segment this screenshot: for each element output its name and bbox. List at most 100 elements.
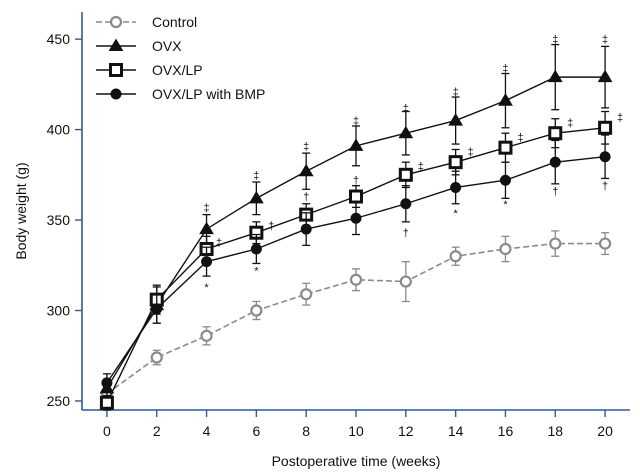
series-0 [100,230,612,402]
legend-marker [108,38,124,52]
significance-mark: † [268,220,274,232]
data-point [599,151,611,163]
significance-mark: ‡ [567,117,573,129]
series-line [106,127,606,404]
data-point [597,69,613,83]
data-point [348,138,364,151]
data-point [448,113,464,126]
significance-mark: * [503,199,508,211]
significance-mark: * [204,282,209,294]
data-point [349,273,363,286]
significance-mark: ‡ [253,170,259,182]
significance-mark: ‡ [303,141,309,153]
x-tick-label: 20 [597,423,613,439]
y-tick-label: 300 [47,303,71,319]
legend-marker [110,88,122,100]
significance-mark: ‡ [216,237,222,249]
legend-item: Control [96,14,197,30]
significance-mark: ‡ [403,103,409,115]
legend: Control OVX OVX/LP OVX/LP with BMP [96,14,265,102]
data-point [548,126,563,141]
data-point [498,93,513,106]
legend-label: OVX/LP [152,62,203,78]
x-tick-label: 4 [203,423,211,439]
data-point [350,212,362,224]
y-axis-label: Body weight (g) [13,162,29,259]
data-point [450,181,462,193]
data-point [499,174,511,186]
x-tick-label: 16 [498,423,514,439]
data-point [549,156,561,168]
significance-mark: ‡ [602,34,608,46]
significance-mark: † [403,228,409,240]
significance-mark: ‡ [517,132,523,144]
x-tick-label: 18 [547,423,563,439]
data-point [248,190,264,204]
significance-mark: † [303,192,309,204]
legend-label: Control [152,14,197,30]
data-point [199,221,214,235]
data-point [300,288,313,301]
data-point [598,237,612,250]
data-point [598,120,613,135]
significance-mark: ‡ [353,116,359,128]
x-tick-label: 6 [252,423,260,439]
significance-mark: † [552,186,558,198]
series-1 [99,43,613,398]
significance-mark: ‡ [502,63,508,75]
data-point [200,329,213,342]
data-point [101,377,113,389]
legend-label: OVX/LP with BMP [152,86,265,102]
x-tick-label: 12 [398,423,414,439]
legend-label: OVX [152,38,182,54]
data-point [151,303,163,315]
legend-item: OVX/LP [96,62,203,78]
legend-marker [109,15,123,29]
data-point [449,250,462,263]
significance-mark: ‡ [468,146,474,158]
significance-mark: ‡ [552,34,558,46]
data-point [400,198,412,210]
data-point [399,275,412,288]
y-tick-label: 250 [47,393,71,409]
data-point [298,163,314,177]
y-tick-label: 400 [47,122,71,138]
data-point [499,242,512,256]
x-axis-ticks: 0 2 4 6 8 10 12 14 16 18 20 [103,410,613,439]
series-layer [99,43,613,411]
data-point [448,155,463,170]
data-point [349,189,363,204]
data-point [398,167,413,182]
significance-mark: * [453,208,458,220]
data-point [547,69,563,83]
data-point [250,243,262,255]
data-point [498,140,513,155]
x-tick-label: 14 [448,423,464,439]
y-tick-label: 350 [47,212,71,228]
significance-mark: † [602,181,608,193]
legend-item: OVX [96,38,182,54]
significance-mark: * [254,266,259,278]
series-3 [101,134,611,393]
significance-annotations: ‡ ‡ * ‡ † * ‡ † ‡ † ‡ ‡ † ‡ ‡ * ‡ ‡ * ‡ ‡ † ‡ ‡ † [203,34,623,294]
y-tick-label: 450 [47,31,71,47]
data-point [300,223,312,235]
x-tick-label: 8 [302,423,310,439]
x-tick-label: 10 [348,423,364,439]
significance-mark: ‡ [418,161,424,173]
significance-mark: † [353,175,359,187]
data-point [99,395,114,410]
significance-mark: ‡ [617,112,623,124]
data-point [549,237,562,250]
significance-mark: ‡ [203,202,209,214]
data-point [398,125,414,139]
x-tick-label: 0 [103,423,111,439]
x-tick-label: 2 [153,423,161,439]
x-axis-label: Postoperative time (weeks) [272,453,441,469]
data-point [201,256,213,268]
legend-marker [109,63,123,77]
axes: 250 300 350 400 450 0 2 4 6 8 10 12 14 16 18 20 [47,12,630,439]
y-axis-ticks: 250 300 350 400 450 [47,31,82,409]
data-point [150,351,163,364]
